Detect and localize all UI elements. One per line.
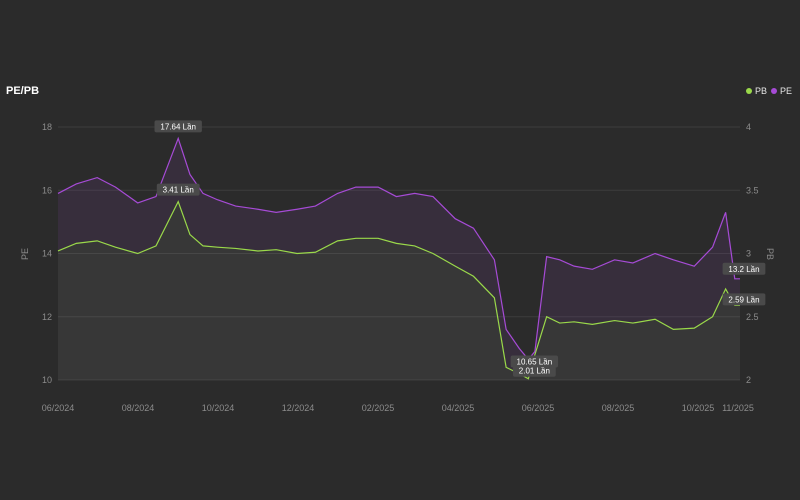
x-tick-label: 08/2025 (602, 403, 635, 413)
y-right-tick-label: 3 (746, 249, 751, 259)
y-left-axis-label: PE (20, 248, 30, 260)
legend-item-pb[interactable]: PB (745, 86, 767, 96)
legend: PB PE (745, 86, 792, 96)
pe-max-callout: 17.64 Lần (154, 120, 202, 133)
pb-series-line (57, 200, 740, 380)
x-tick-label: 08/2024 (122, 403, 155, 413)
svg-text:2.59 Lần: 2.59 Lần (728, 295, 759, 304)
x-tick-label: 06/2025 (522, 403, 555, 413)
svg-text:13.2 Lần: 13.2 Lần (728, 265, 759, 274)
pb-max-callout: 3.41 Lần (156, 183, 200, 196)
y-right-axis-label: PB (765, 248, 775, 260)
pe-min-callout: 10.65 Lần (510, 355, 559, 368)
svg-text:2.01 Lần: 2.01 Lần (519, 367, 550, 376)
svg-text:3.41 Lần: 3.41 Lần (163, 186, 194, 195)
pe-last-callout: 13.2 Lần (722, 262, 766, 275)
pb-min-callout: 2.01 Lần (512, 364, 556, 377)
y-left-tick-label: 14 (42, 249, 52, 259)
pe-area-fill (58, 138, 740, 379)
svg-text:17.64 Lần: 17.64 Lần (160, 122, 196, 131)
x-tick-label: 10/2025 (682, 403, 715, 413)
y-left-tick-label: 18 (42, 122, 52, 132)
y-left-tick-label: 16 (42, 185, 52, 195)
y-right-tick-label: 3.5 (746, 185, 759, 195)
legend-label-pe: PE (779, 86, 792, 96)
pb-area-fill (58, 201, 740, 380)
y-right-tick-label: 2 (746, 375, 751, 385)
x-tick-label: 12/2024 (282, 403, 315, 413)
x-tick-label: 11/2025 (722, 403, 754, 413)
chart-title: PE/PB (6, 85, 40, 97)
x-tick-label: 06/2024 (42, 403, 75, 413)
y-right-tick-label: 4 (746, 122, 751, 132)
svg-text:10.65 Lần: 10.65 Lần (517, 357, 553, 366)
y-left-tick-label: 12 (42, 312, 52, 322)
x-tick-label: 02/2025 (362, 403, 395, 413)
x-tick-label: 10/2024 (202, 403, 235, 413)
y-right-tick-label: 2.5 (746, 312, 759, 322)
y-left-tick-label: 10 (42, 375, 52, 385)
pe-series-line (57, 136, 740, 361)
pb-last-callout: 2.59 Lần (722, 293, 766, 306)
legend-item-pe[interactable]: PE (770, 86, 792, 96)
legend-dot-pb-icon (745, 88, 752, 94)
legend-label-pb: PB (754, 86, 767, 96)
legend-dot-pe-icon (770, 88, 777, 94)
x-tick-label: 04/2025 (442, 403, 475, 413)
